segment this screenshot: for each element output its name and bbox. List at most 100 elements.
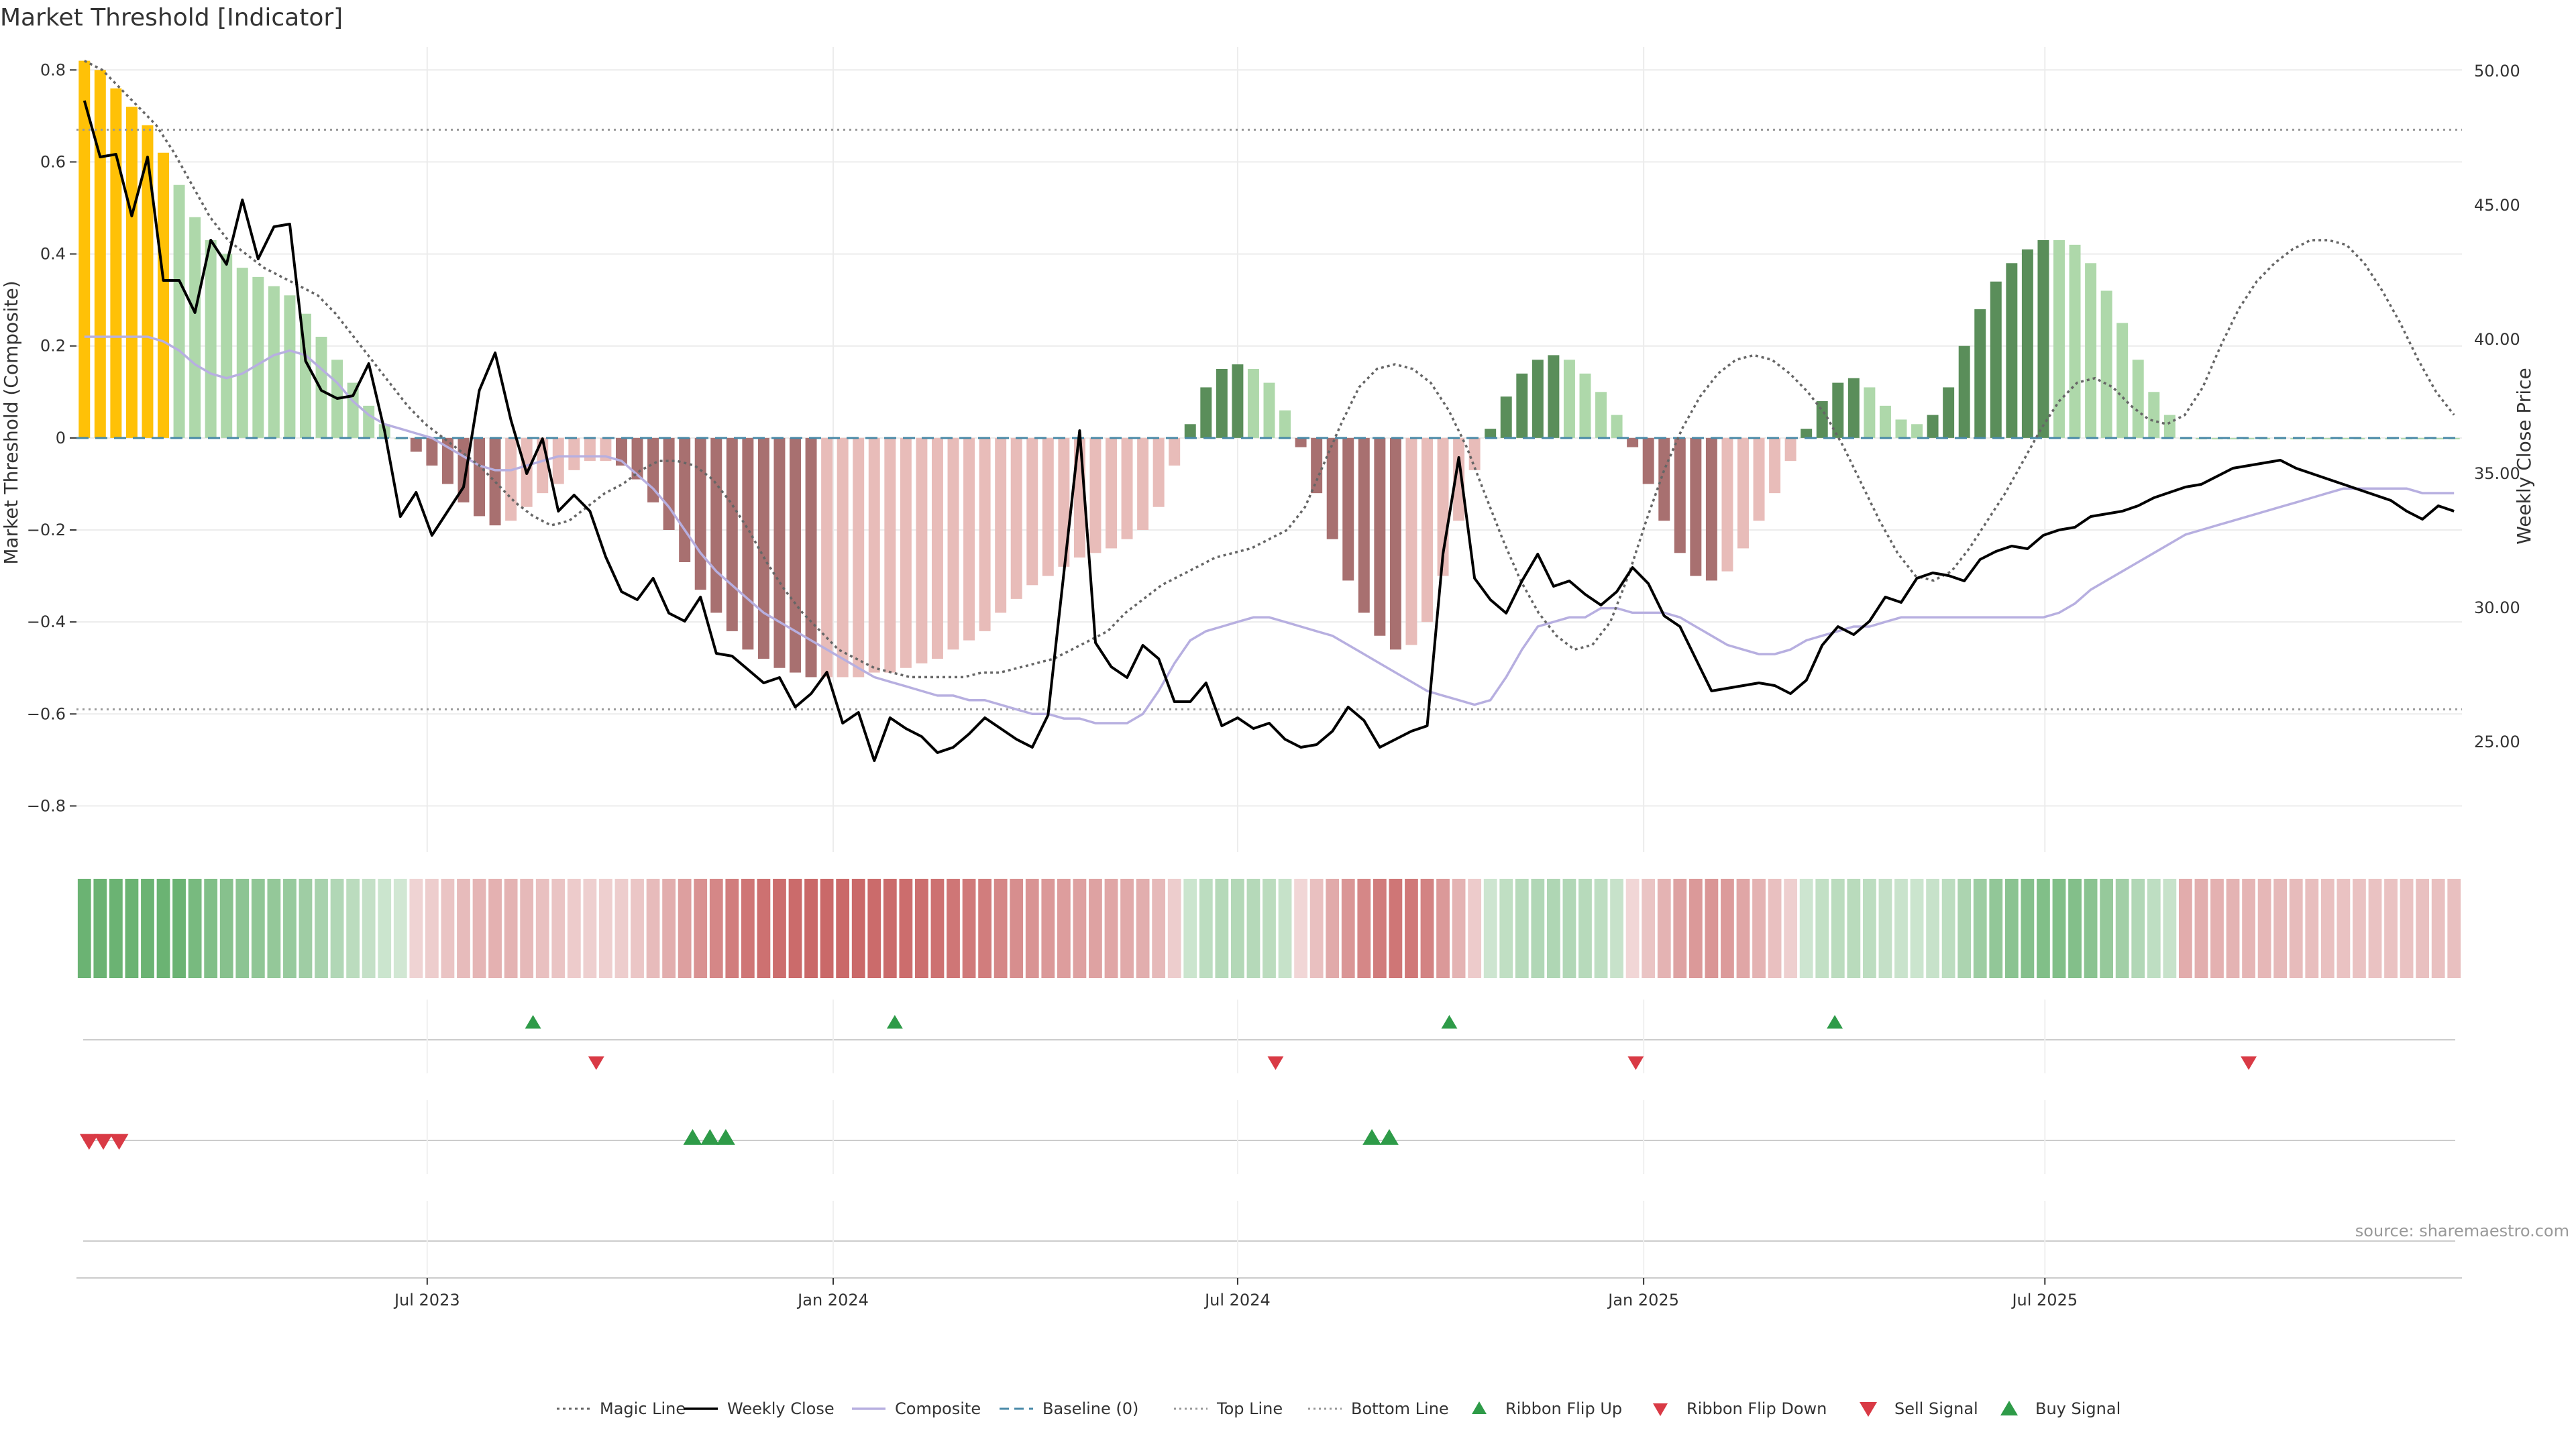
composite-bar — [1658, 437, 1670, 521]
composite-bar — [1563, 360, 1575, 438]
composite-bar — [315, 337, 327, 438]
composite-bar — [1485, 429, 1497, 438]
composite-bar — [663, 437, 675, 530]
heat-strip-cell — [1389, 879, 1403, 978]
composite-bar — [2085, 263, 2097, 438]
heat-strip-cell — [2210, 879, 2224, 978]
heat-strip-cell — [1010, 879, 1024, 978]
composite-bar — [710, 437, 722, 613]
heat-strip-cell — [1515, 879, 1529, 978]
heat-strip-cell — [1246, 879, 1260, 978]
heat-strip-cell — [2384, 879, 2398, 978]
heat-strip-cell — [1089, 879, 1102, 978]
composite-bar — [568, 437, 580, 470]
composite-bar — [1627, 437, 1639, 447]
heat-strip-cell — [899, 879, 913, 978]
composite-bar — [1121, 437, 1133, 539]
composite-bar — [410, 437, 422, 452]
composite-bar — [1753, 437, 1765, 521]
heat-strip-cell — [1799, 879, 1813, 978]
heat-strip-cell — [109, 879, 123, 978]
ribbon-flip-up-marker — [525, 1015, 541, 1029]
composite-bar — [1311, 437, 1323, 494]
composite-bar — [1389, 437, 1401, 650]
right-tick-label: 35.00 — [2474, 464, 2520, 483]
composite-bar — [1468, 437, 1481, 470]
composite-bar — [916, 437, 928, 663]
weekly-close-line — [83, 100, 2455, 762]
heat-strip-cell — [2004, 879, 2019, 978]
composite-bar — [1911, 424, 1923, 438]
x-tick-label: Jan 2025 — [1607, 1291, 1679, 1309]
heat-strip-cell — [915, 879, 928, 978]
heat-strip-cell — [299, 879, 313, 978]
heat-strip-cell — [1688, 879, 1703, 978]
heat-strip-cell — [2163, 879, 2177, 978]
composite-bar — [1737, 437, 1749, 549]
composite-bar — [2211, 437, 2223, 439]
left-tick-label: −0.2 — [27, 521, 66, 539]
legend-label: Top Line — [1216, 1399, 1283, 1418]
heat-strip-cell — [757, 879, 771, 978]
heat-strip-cell — [978, 879, 991, 978]
composite-bar — [1169, 437, 1181, 466]
buy-signal-marker — [1362, 1129, 1382, 1145]
heat-strip-cell — [1910, 879, 1924, 978]
heat-strip-cell — [2131, 879, 2145, 978]
composite-bar — [1216, 369, 1228, 438]
composite-bar — [631, 437, 643, 480]
heat-strip-cell — [315, 879, 328, 978]
sell-signal-marker — [109, 1134, 129, 1150]
heat-strip-cell — [2416, 879, 2430, 978]
heat-strip-cell — [1989, 879, 2003, 978]
heat-strip-cell — [1167, 879, 1181, 978]
composite-bar — [1927, 415, 1939, 438]
composite-bar — [284, 295, 296, 438]
heat-strip-cell — [867, 879, 881, 978]
heat-strip-cell — [662, 879, 676, 978]
heat-strip-cell — [1531, 879, 1545, 978]
heat-strip-cell — [883, 879, 897, 978]
composite-bar — [158, 152, 170, 438]
composite-bar — [2132, 360, 2144, 438]
heat-strip-cell — [1625, 879, 1640, 978]
composite-bar — [1705, 437, 1717, 581]
buy-signal-marker — [1379, 1129, 1399, 1145]
heat-strip-cell — [1894, 879, 1908, 978]
composite-bar — [110, 88, 122, 438]
composite-bar — [2100, 290, 2112, 438]
heat-strip-cell — [1831, 879, 1845, 978]
composite-bar — [189, 217, 201, 438]
heat-strip-cell — [836, 879, 850, 978]
heat-strip-cell — [2115, 879, 2129, 978]
heat-strip-cell — [1547, 879, 1560, 978]
right-tick-label: 40.00 — [2474, 330, 2520, 349]
right-tick-label: 25.00 — [2474, 733, 2520, 751]
composite-bar — [1816, 401, 1828, 438]
legend-swatch-ribbon-flip-up — [1472, 1401, 1487, 1414]
composite-bar — [2053, 240, 2065, 438]
heat-strip-cell — [1373, 879, 1387, 978]
composite-bar — [1106, 437, 1117, 549]
heat-strip-cell — [2147, 879, 2161, 978]
heat-strip-cell — [1341, 879, 1355, 978]
composite-bar — [1042, 437, 1054, 576]
composite-bar — [853, 437, 865, 678]
heat-strip-cell — [1104, 879, 1118, 978]
heat-strip-cell — [1784, 879, 1798, 978]
composite-bar — [1864, 387, 1876, 438]
legend: Magic Line Weekly Close Composite Baseline … — [557, 1399, 2121, 1418]
composite-bar — [963, 437, 975, 641]
composite-bar — [679, 437, 691, 562]
heat-strip-cell — [947, 879, 960, 978]
heat-strip-cell — [156, 879, 170, 978]
left-tick-label: 0.4 — [40, 245, 66, 264]
composite-bar — [1611, 415, 1623, 438]
heat-strip-cell — [1973, 879, 1987, 978]
heat-strip-cell — [2257, 879, 2271, 978]
heat-strip-cell — [2068, 879, 2082, 978]
composite-bar — [347, 382, 359, 438]
composite-bar — [505, 437, 517, 521]
heat-strip-cell — [2052, 879, 2066, 978]
x-tick-label: Jan 2024 — [796, 1291, 869, 1309]
